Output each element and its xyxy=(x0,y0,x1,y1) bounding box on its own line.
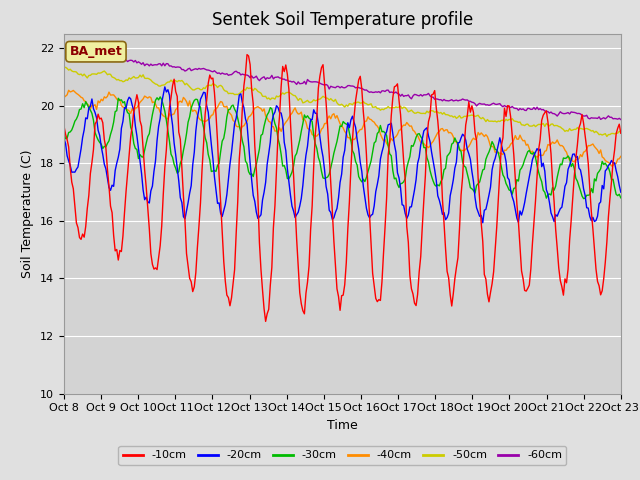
-20cm xyxy=(60,136,68,142)
-40cm xyxy=(305,126,313,132)
-30cm xyxy=(580,196,588,202)
-30cm xyxy=(60,130,68,136)
-20cm xyxy=(479,220,486,226)
Title: Sentek Soil Temperature profile: Sentek Soil Temperature profile xyxy=(212,11,473,29)
-40cm xyxy=(130,109,138,115)
-10cm xyxy=(262,319,269,324)
-40cm xyxy=(607,163,615,169)
-60cm xyxy=(254,76,262,82)
-20cm xyxy=(589,215,596,220)
-50cm xyxy=(60,65,68,71)
-40cm xyxy=(246,113,254,119)
-50cm xyxy=(617,129,625,135)
-50cm xyxy=(255,89,263,95)
-40cm xyxy=(255,105,263,111)
-60cm xyxy=(60,49,68,55)
-40cm xyxy=(617,154,625,159)
-30cm xyxy=(617,195,625,201)
-40cm xyxy=(588,142,595,148)
-50cm xyxy=(228,91,236,96)
Line: -20cm: -20cm xyxy=(64,87,621,223)
-10cm xyxy=(243,52,251,58)
-30cm xyxy=(129,129,136,135)
-60cm xyxy=(244,73,252,79)
-20cm xyxy=(228,150,236,156)
-60cm xyxy=(129,58,136,63)
-10cm xyxy=(246,62,254,68)
Line: -50cm: -50cm xyxy=(64,67,621,136)
-50cm xyxy=(61,64,69,70)
-10cm xyxy=(60,123,68,129)
-30cm xyxy=(246,171,254,177)
Line: -10cm: -10cm xyxy=(64,55,621,322)
-10cm xyxy=(226,303,234,309)
-50cm xyxy=(588,128,595,134)
-40cm xyxy=(65,87,72,93)
-20cm xyxy=(129,102,136,108)
-40cm xyxy=(228,112,236,118)
Line: -30cm: -30cm xyxy=(64,97,621,199)
-20cm xyxy=(246,160,254,166)
-50cm xyxy=(130,73,138,79)
-20cm xyxy=(617,189,625,195)
-20cm xyxy=(305,128,313,134)
Y-axis label: Soil Temperature (C): Soil Temperature (C) xyxy=(22,149,35,278)
Legend: -10cm, -20cm, -30cm, -40cm, -50cm, -60cm: -10cm, -20cm, -30cm, -40cm, -50cm, -60cm xyxy=(118,446,566,465)
-40cm xyxy=(60,95,68,100)
-60cm xyxy=(617,117,625,122)
-50cm xyxy=(246,85,254,91)
-10cm xyxy=(129,123,136,129)
Text: BA_met: BA_met xyxy=(70,45,122,58)
-60cm xyxy=(303,77,311,83)
-10cm xyxy=(307,227,314,233)
-30cm xyxy=(589,190,596,195)
-10cm xyxy=(589,226,596,232)
-30cm xyxy=(228,103,236,109)
-30cm xyxy=(156,94,164,100)
-50cm xyxy=(603,133,611,139)
-10cm xyxy=(255,240,263,246)
-60cm xyxy=(226,72,234,78)
-10cm xyxy=(617,131,625,136)
Line: -60cm: -60cm xyxy=(64,52,621,120)
Line: -40cm: -40cm xyxy=(64,90,621,166)
X-axis label: Time: Time xyxy=(327,419,358,432)
-50cm xyxy=(305,99,313,105)
-30cm xyxy=(305,115,313,121)
-30cm xyxy=(255,146,263,152)
-60cm xyxy=(586,116,594,122)
-20cm xyxy=(255,214,263,220)
-20cm xyxy=(161,84,169,90)
